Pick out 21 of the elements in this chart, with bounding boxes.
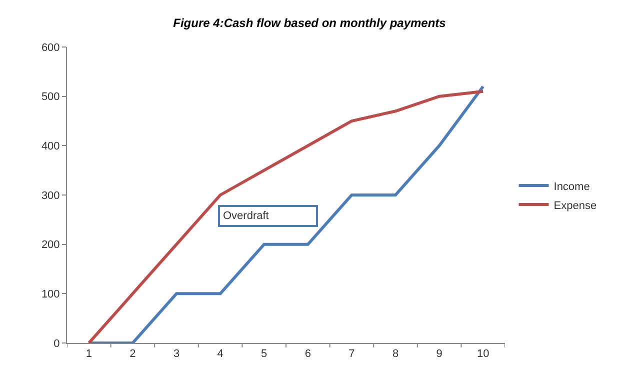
y-tick-label: 500 <box>41 91 60 104</box>
x-tick-label: 9 <box>436 348 442 360</box>
y-tick-label: 300 <box>41 190 60 202</box>
x-tick-label: 5 <box>261 348 268 360</box>
x-tick-label: 7 <box>348 348 355 360</box>
legend-label: Expense <box>554 200 597 212</box>
y-tick-label: 400 <box>41 140 60 153</box>
y-tick-label: 100 <box>41 288 60 301</box>
x-tick-label: 2 <box>130 348 136 360</box>
annotation: Overdraft <box>223 210 269 222</box>
x-tick-label: 6 <box>304 348 311 360</box>
x-tick-label: 10 <box>476 348 490 360</box>
x-tick-label: 4 <box>217 348 224 360</box>
x-tick-label: 8 <box>392 348 399 360</box>
y-tick-label: 0 <box>54 338 60 350</box>
y-tick-label: 200 <box>41 239 60 252</box>
y-tick-label: 600 <box>41 42 60 54</box>
legend-label: Income <box>554 180 590 193</box>
chart-title: Figure 4:Cash flow based on monthly payments <box>173 16 446 30</box>
x-tick-label: 3 <box>173 348 180 360</box>
x-tick-label: 1 <box>86 348 92 360</box>
